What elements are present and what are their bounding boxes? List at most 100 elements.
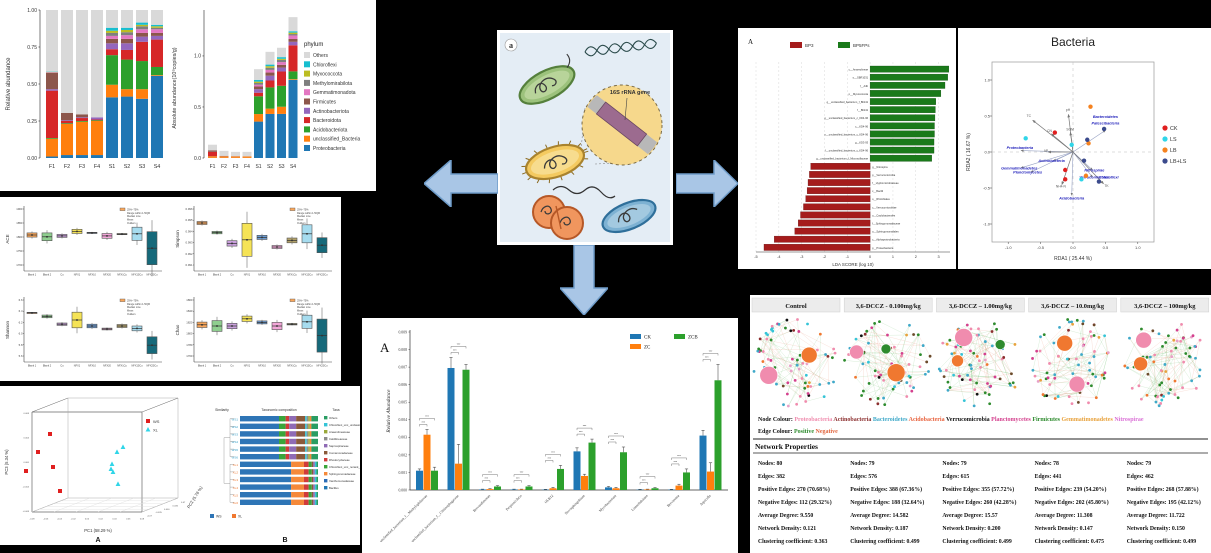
taxon-label: c__Bacilli bbox=[872, 189, 883, 193]
bar-segment bbox=[288, 31, 298, 33]
bar-segment bbox=[277, 85, 286, 107]
tick-label: 0.005 bbox=[398, 401, 407, 405]
network-property: Nodes: 79 bbox=[850, 461, 874, 467]
sig-stars: *** bbox=[516, 477, 520, 481]
network-edge bbox=[786, 319, 826, 355]
network-edge bbox=[760, 338, 796, 381]
network-edge bbox=[1146, 357, 1162, 371]
bar-segment bbox=[151, 39, 163, 67]
network-edge bbox=[939, 346, 962, 370]
treatment-title: 3,6-DCCZ – 100mg/kg bbox=[1134, 303, 1196, 310]
bar-segment bbox=[136, 36, 148, 42]
bar-segment bbox=[151, 27, 163, 30]
x-category: NFX1Cu bbox=[117, 365, 127, 368]
network-edge bbox=[947, 382, 977, 391]
network-property: Network Density: 0.150 bbox=[1127, 526, 1185, 532]
mean-marker bbox=[216, 231, 218, 234]
bar-segment bbox=[91, 121, 103, 156]
network-hub-node bbox=[800, 346, 818, 364]
legend-label: Comamonadaceae bbox=[329, 451, 353, 455]
tick-label: 0.009 bbox=[398, 330, 407, 334]
x-category: F3 bbox=[79, 164, 85, 170]
legend-swatch bbox=[838, 42, 850, 48]
network-edge bbox=[1072, 331, 1091, 374]
legend-label: CK bbox=[1170, 126, 1178, 132]
legend-label: Others bbox=[313, 53, 329, 59]
tick-label: -0.08 bbox=[30, 519, 36, 521]
network-edge bbox=[901, 353, 914, 388]
composition-segment bbox=[296, 416, 306, 422]
network-node bbox=[1031, 368, 1035, 372]
sig-stars: *** bbox=[583, 424, 587, 428]
bar-segment bbox=[136, 98, 148, 158]
network-node bbox=[870, 326, 874, 330]
composition-segment bbox=[303, 484, 309, 490]
sig-stars: *** bbox=[425, 414, 429, 418]
network-edge bbox=[1081, 354, 1090, 364]
composition-segment bbox=[309, 438, 312, 445]
panel-letter-badge bbox=[504, 38, 518, 52]
network-edge bbox=[1046, 385, 1092, 396]
taxon-label: Gemmatimonadetes bbox=[1001, 166, 1037, 170]
network-node bbox=[989, 384, 993, 388]
composition-segment bbox=[313, 469, 315, 475]
chart-title: Bacteria bbox=[1051, 35, 1095, 49]
network-node bbox=[1175, 339, 1179, 343]
legend-swatch bbox=[1162, 125, 1168, 131]
network-node bbox=[1077, 363, 1080, 367]
bar-segment bbox=[277, 106, 286, 114]
network-edge bbox=[869, 383, 907, 397]
sig-bracket bbox=[450, 352, 459, 355]
network-node bbox=[928, 354, 932, 358]
network-node bbox=[908, 323, 911, 327]
network-node bbox=[806, 385, 810, 388]
sig-bracket bbox=[576, 433, 585, 437]
tick-label: 0.0 bbox=[194, 156, 201, 162]
network-edge bbox=[1153, 361, 1158, 397]
bar-segment bbox=[121, 32, 133, 36]
bar-segment bbox=[208, 150, 217, 152]
network-edge bbox=[1165, 342, 1201, 371]
network-node bbox=[785, 392, 789, 396]
network-edge bbox=[1146, 384, 1160, 396]
bacteria-cartoon: a 16S rRNA gene bbox=[500, 33, 670, 242]
tick-label: 6.6 bbox=[19, 298, 23, 302]
lda-bar-red bbox=[794, 227, 871, 235]
tick-label: 0.5 bbox=[1103, 245, 1109, 250]
network-property: Negative Edges: 260 (42.28%) bbox=[942, 499, 1016, 506]
network-property: Network Density: 0.187 bbox=[850, 526, 908, 532]
network-node bbox=[1097, 335, 1101, 339]
sample-point-ws bbox=[36, 450, 40, 454]
x-category: S4 bbox=[290, 164, 296, 170]
network-node bbox=[1071, 322, 1075, 326]
network-node bbox=[1179, 339, 1183, 343]
env-label: TK bbox=[1104, 184, 1109, 188]
legend-label: Median Line bbox=[127, 215, 141, 218]
composition-segment bbox=[303, 461, 309, 467]
network-edge bbox=[1159, 340, 1201, 386]
network-edge bbox=[1161, 346, 1196, 396]
tick-label: 0.993 bbox=[186, 241, 193, 245]
network-edge bbox=[787, 359, 798, 395]
network-edge bbox=[1081, 354, 1097, 398]
network-edge bbox=[970, 350, 981, 368]
bar-segment bbox=[136, 26, 148, 30]
spike bbox=[582, 148, 588, 152]
network-edge bbox=[1093, 352, 1108, 357]
x-category: Limnohabitans bbox=[631, 493, 649, 511]
network-node bbox=[1161, 344, 1164, 348]
bar-segment bbox=[46, 89, 58, 91]
network-edge bbox=[1046, 395, 1056, 399]
network-node bbox=[1048, 362, 1051, 365]
network-node bbox=[986, 382, 989, 385]
network-node bbox=[1170, 355, 1174, 359]
legend-label: Proteobacteria bbox=[313, 146, 346, 152]
network-edge bbox=[866, 331, 924, 346]
x-category: Blank 2 bbox=[43, 365, 52, 368]
edge-colour-legend: Edge Colour: Positive Negative bbox=[758, 429, 838, 435]
network-node bbox=[975, 354, 979, 358]
network-property: Positive Edges: 239 (54.20%) bbox=[1035, 486, 1107, 493]
network-edge bbox=[791, 370, 806, 384]
lda-bar-green bbox=[869, 90, 942, 97]
x-category: F2 bbox=[64, 164, 70, 170]
